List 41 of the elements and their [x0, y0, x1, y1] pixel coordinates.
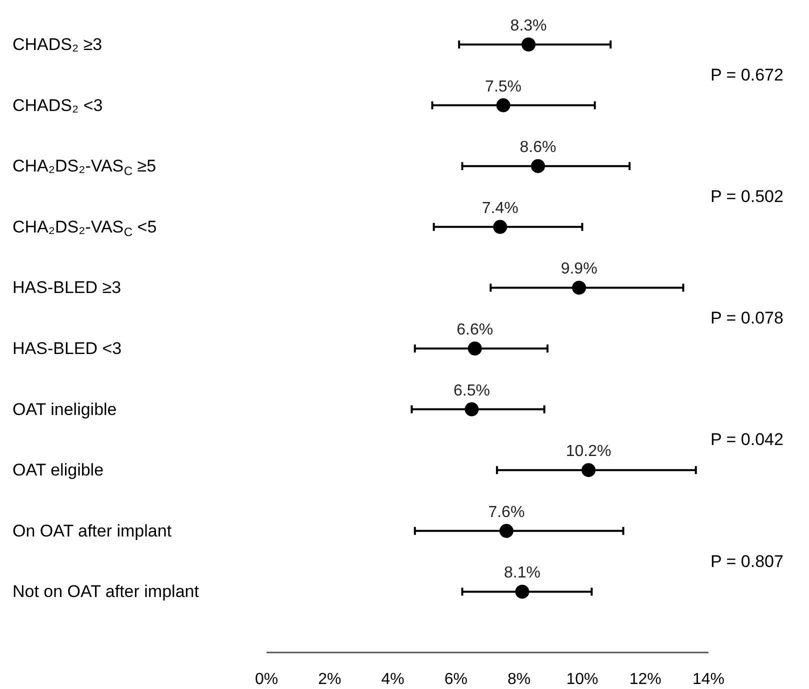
- y-tick-label: CHADS₂ <3: [12, 96, 103, 115]
- y-tick-label: HAS-BLED <3: [12, 339, 122, 358]
- point: [464, 402, 479, 416]
- y-tick-label: Not on OAT after implant: [12, 582, 200, 602]
- data-label: 9.9%: [560, 260, 598, 278]
- point: [468, 342, 482, 356]
- y-tick-label: OAT eligible: [12, 460, 104, 480]
- x-tick-label: 0%: [254, 671, 278, 688]
- y-tick-label: CHADS₂ ≥3: [12, 35, 102, 54]
- point: [493, 220, 508, 234]
- point: [572, 280, 586, 295]
- point: [531, 159, 546, 174]
- y-tick-label: On OAT after implant: [12, 521, 172, 540]
- data-label: 6.5%: [453, 382, 490, 400]
- data-label: 7.6%: [488, 504, 525, 521]
- x-tick-label: 4%: [381, 671, 404, 688]
- data-label: 7.4%: [482, 200, 518, 217]
- point: [496, 98, 510, 112]
- point: [582, 463, 596, 478]
- point: [515, 584, 530, 599]
- data-label: 8.6%: [520, 139, 556, 156]
- data-label: 7.5%: [485, 78, 522, 96]
- point: [522, 38, 536, 52]
- text: P = 0.042: [710, 430, 784, 450]
- text: P = 0.807: [710, 552, 784, 571]
- x-tick-label: 12%: [629, 671, 662, 688]
- x-tick-label: 8%: [508, 671, 531, 688]
- x-tick-label: 6%: [444, 671, 468, 688]
- x-tick-label: 14%: [692, 671, 725, 688]
- x-tick-label: 2%: [318, 671, 342, 688]
- text: P = 0.078: [710, 308, 784, 328]
- y-tick-label: HAS-BLED ≥3: [12, 278, 122, 298]
- data-label: 6.6%: [456, 322, 494, 338]
- data-label: 8.1%: [504, 564, 540, 582]
- point: [499, 524, 514, 538]
- y-tick-label: OAT ineligible: [12, 400, 117, 419]
- text: P = 0.502: [710, 187, 784, 206]
- text: P = 0.672: [710, 65, 784, 84]
- x-tick-label: 10%: [566, 671, 598, 688]
- data-label: 10.2%: [566, 443, 612, 460]
- data-label: 8.3%: [510, 18, 547, 34]
